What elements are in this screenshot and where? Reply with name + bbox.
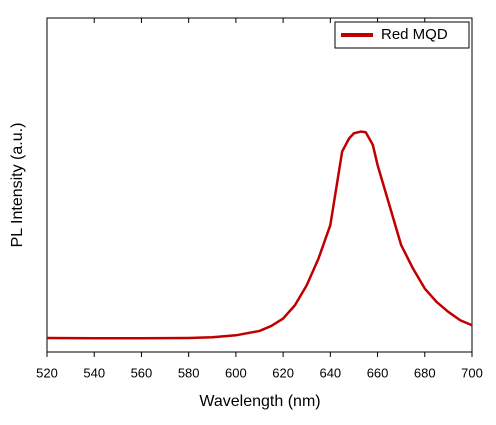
x-tick-label: 520 <box>36 365 58 380</box>
x-axis-label: Wavelength (nm) <box>199 393 320 410</box>
x-tick-label: 640 <box>319 365 341 380</box>
x-tick-label: 700 <box>461 365 483 380</box>
x-tick-label: 540 <box>83 365 105 380</box>
legend-label: Red MQD <box>381 26 448 43</box>
x-tick-label: 620 <box>272 365 294 380</box>
plot-frame <box>46 17 473 353</box>
x-tick-label: 580 <box>178 365 200 380</box>
y-axis-label: PL Intensity (a.u.) <box>9 123 26 248</box>
x-tick-label: 660 <box>367 365 389 380</box>
x-tick-label: 600 <box>225 365 247 380</box>
x-tick-label: 680 <box>414 365 436 380</box>
x-tick-label: 560 <box>131 365 153 380</box>
line <box>46 130 473 340</box>
